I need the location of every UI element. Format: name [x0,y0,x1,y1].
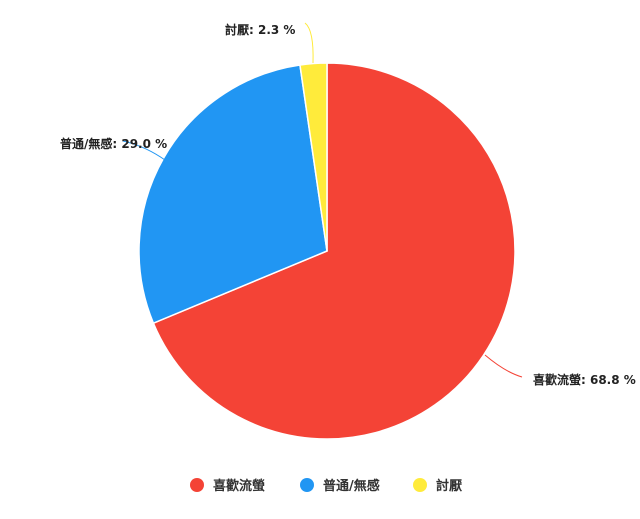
pie-slice-dislike[interactable] [299,62,328,252]
data-label-dislike: 討厭: 2.3 % [225,22,295,37]
legend-label-neutral: 普通/無感 [323,478,380,494]
pie-slice-neutral[interactable] [138,64,328,325]
leader-line-neutral [122,140,166,161]
data-label-neutral: 普通/無感: 29.0 % [60,136,167,151]
legend-marker-neutral [300,478,314,492]
legend-item-dislike[interactable]: 討厭 [413,478,463,494]
leader-line-like [484,354,523,378]
data-label-like: 喜歡流螢: 68.8 % [533,372,636,387]
legend-item-like[interactable]: 喜歡流螢 [190,478,265,494]
legend-marker-dislike [413,478,427,492]
legend-label-like: 喜歡流螢 [213,478,265,494]
pie-slice-like[interactable] [152,62,516,440]
legend-marker-like [190,478,204,492]
leader-line-dislike [304,22,314,64]
legend-item-neutral[interactable]: 普通/無感 [300,478,380,494]
legend: 喜歡流螢 普通/無感 討厭 [190,478,463,494]
legend-label-dislike: 討厭 [436,478,463,494]
